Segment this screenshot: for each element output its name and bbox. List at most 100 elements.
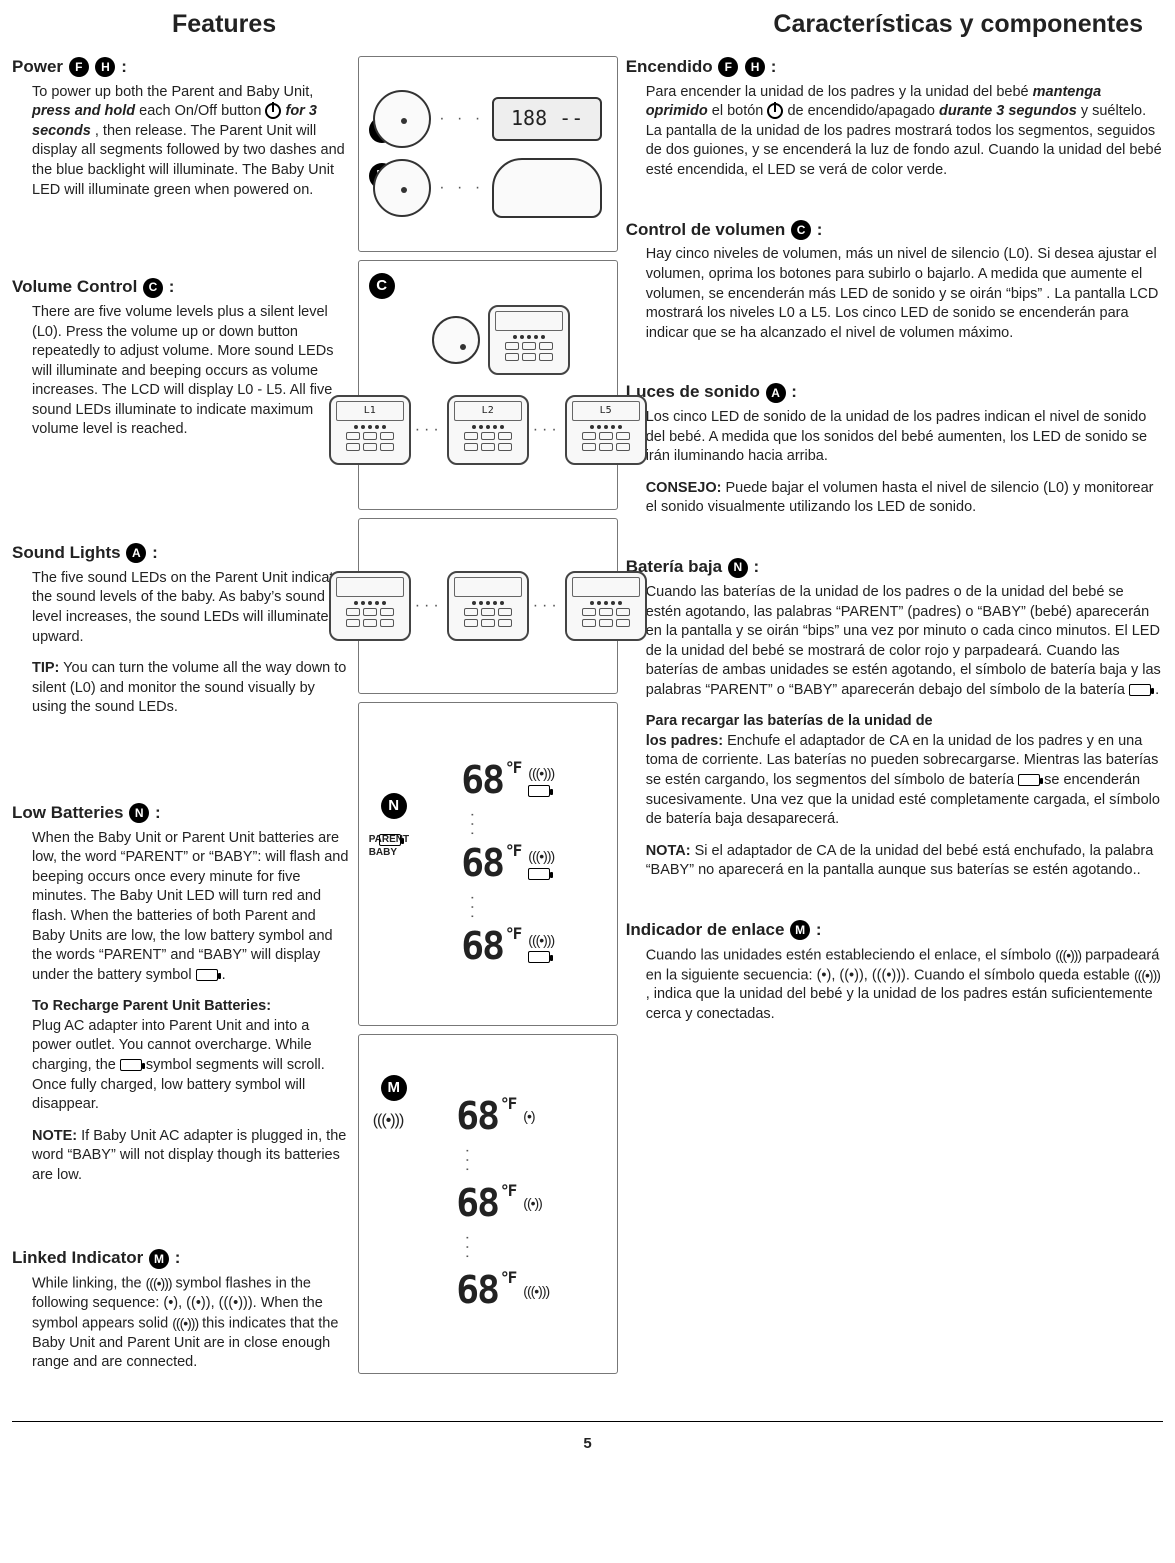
sound-es-tip-label: CONSEJO: <box>646 480 722 496</box>
linked-es-title-post: : <box>816 920 822 939</box>
vol-title-post: : <box>169 277 175 296</box>
power-icon <box>265 103 281 119</box>
fig-label-C-icon: C <box>369 273 395 299</box>
sound-body: The five sound LEDs on the Parent Unit i… <box>32 569 352 647</box>
letter-C-icon: C <box>791 220 811 240</box>
sound-es-tip-body: Puede bajar el volumen hasta el nivel de… <box>646 480 1154 516</box>
header-right: Características y componentes <box>773 8 1163 42</box>
dots-icon: ··· <box>533 595 561 617</box>
dots-icon: · · · <box>439 177 484 199</box>
sound-unit-2 <box>447 571 529 641</box>
battery-icon <box>528 951 550 963</box>
lowbat-es-body1: Cuando las baterías de la unidad de los … <box>646 584 1161 698</box>
dots-icon: ··· <box>415 419 443 441</box>
col-english: Power F H : To power up both the Parent … <box>12 56 358 1411</box>
power-es-d: de encendido/apagado <box>787 103 939 119</box>
letter-A-icon: A <box>766 383 786 403</box>
sound-title-post: : <box>152 543 158 562</box>
battery-icon <box>196 969 218 981</box>
lowbat-es-body1-end: . <box>1155 682 1159 698</box>
battery-indicator <box>379 831 401 851</box>
signal-icon: (((•))) <box>146 1274 172 1293</box>
lowbat-title-pre: Low Batteries <box>12 803 128 822</box>
signal-icon: (•) <box>523 1107 534 1126</box>
lcd-display: 188 -- <box>492 97 602 141</box>
letter-F-icon: F <box>718 57 738 77</box>
dots-icon: ··· <box>461 895 483 915</box>
letter-F-icon: F <box>69 57 89 77</box>
section-lowbat-en: Low Batteries N : When the Baby Unit or … <box>12 802 352 1198</box>
knob-icon <box>373 90 431 148</box>
battery-icon <box>1018 774 1040 786</box>
lowbat-title-post: : <box>155 803 161 822</box>
dots-icon: ··· <box>415 595 443 617</box>
temp-display-3: 68°F <box>461 921 520 972</box>
fig-label-M-icon: M <box>381 1075 407 1101</box>
vol-es-title-pre: Control de volumen <box>626 220 790 239</box>
unit-L1: L1 <box>329 395 411 465</box>
linked-title-post: : <box>175 1248 181 1267</box>
power-es-a: Para encender la unidad de los padres y … <box>646 84 1033 100</box>
lowbat-note-body: If Baby Unit AC adapter is plugged in, t… <box>32 1128 346 1183</box>
col-spanish: Encendido F H : Para encender la unidad … <box>618 56 1163 1411</box>
temp-display-2: 68°F <box>461 838 520 889</box>
battery-icon <box>1129 684 1151 696</box>
vol-title-pre: Volume Control <box>12 277 142 296</box>
dots-icon: ··· <box>456 1148 478 1172</box>
dots-icon: ··· <box>533 419 561 441</box>
figure-power: F H · · · 188 -- · · · <box>358 56 618 252</box>
battery-icon <box>379 834 401 846</box>
page-number: 5 <box>12 1421 1163 1460</box>
section-power-en: Power F H : To power up both the Parent … <box>12 56 352 212</box>
letter-H-icon: H <box>745 57 765 77</box>
vol-body: There are five volume levels plus a sile… <box>32 303 352 440</box>
signal-icon: (((•))) <box>1134 966 1160 985</box>
page-headers: Features Características y componentes <box>12 0 1163 56</box>
letter-C-icon: C <box>143 278 163 298</box>
letter-M-icon: M <box>149 1249 169 1269</box>
power-es-c: el botón <box>712 103 768 119</box>
lowbat-es-note-body: Si el adaptador de CA de la unidad del b… <box>646 843 1154 879</box>
parent-unit-icon <box>488 305 570 375</box>
figure-sound: ··· ··· <box>358 518 618 694</box>
letter-N-icon: N <box>129 803 149 823</box>
battery-icon <box>120 1059 142 1071</box>
letter-M-icon: M <box>790 920 810 940</box>
power-icon <box>767 103 783 119</box>
sound-tip-label: TIP: <box>32 660 59 676</box>
power-es-e: durante 3 segundos <box>939 103 1077 119</box>
dots-icon: · · · <box>439 108 484 130</box>
temp-linked-1: 68°F <box>456 1091 515 1142</box>
figure-linked: M (((•))) 68°F (•) ··· 68°F ((•)) ··· 68… <box>358 1034 618 1374</box>
recharge-es-title2: los padres: <box>646 733 723 749</box>
section-linked-es: Indicador de enlace M : Cuando las unida… <box>626 919 1163 1037</box>
sound-unit-1 <box>329 571 411 641</box>
linked-es-c: , indica que la unidad del bebé y la uni… <box>646 986 1153 1022</box>
power-title-pre: Power <box>12 57 68 76</box>
section-volume-en: Volume Control C : There are five volume… <box>12 276 352 452</box>
section-lowbat-es: Batería baja N : Cuando las baterías de … <box>626 556 1163 893</box>
unit-L2-screen: L2 <box>454 401 522 421</box>
letter-N-icon: N <box>728 558 748 578</box>
signal-icon: (((•))) <box>373 1110 404 1132</box>
linked-es-title-pre: Indicador de enlace <box>626 920 789 939</box>
signal-icon: (((•))) <box>528 847 554 866</box>
power-body-a: To power up both the Parent and Baby Uni… <box>32 84 313 100</box>
dots-icon: ··· <box>461 812 483 832</box>
signal-icon: (((•))) <box>172 1314 198 1333</box>
section-linked-en: Linked Indicator M : While linking, the … <box>12 1247 352 1384</box>
figure-lowbat: N PARENT BABY 68°F (((•))) ··· 68°F (((•… <box>358 702 618 1026</box>
battery-icon <box>528 785 550 797</box>
baby-unit-icon <box>492 158 602 218</box>
sound-title-pre: Sound Lights <box>12 543 125 562</box>
power-es-title-post: : <box>771 57 777 76</box>
signal-icon: (((•))) <box>528 764 554 783</box>
recharge-title: To Recharge Parent Unit Batteries: <box>32 998 271 1014</box>
lowbat-note-label: NOTE: <box>32 1128 77 1144</box>
temp-display-1: 68°F <box>461 755 520 806</box>
sound-es-title-post: : <box>791 382 797 401</box>
sound-unit-3 <box>565 571 647 641</box>
temp-linked-3: 68°F <box>456 1265 515 1316</box>
signal-icon: (((•))) <box>528 931 554 950</box>
signal-icon: (((•))) <box>523 1282 549 1301</box>
